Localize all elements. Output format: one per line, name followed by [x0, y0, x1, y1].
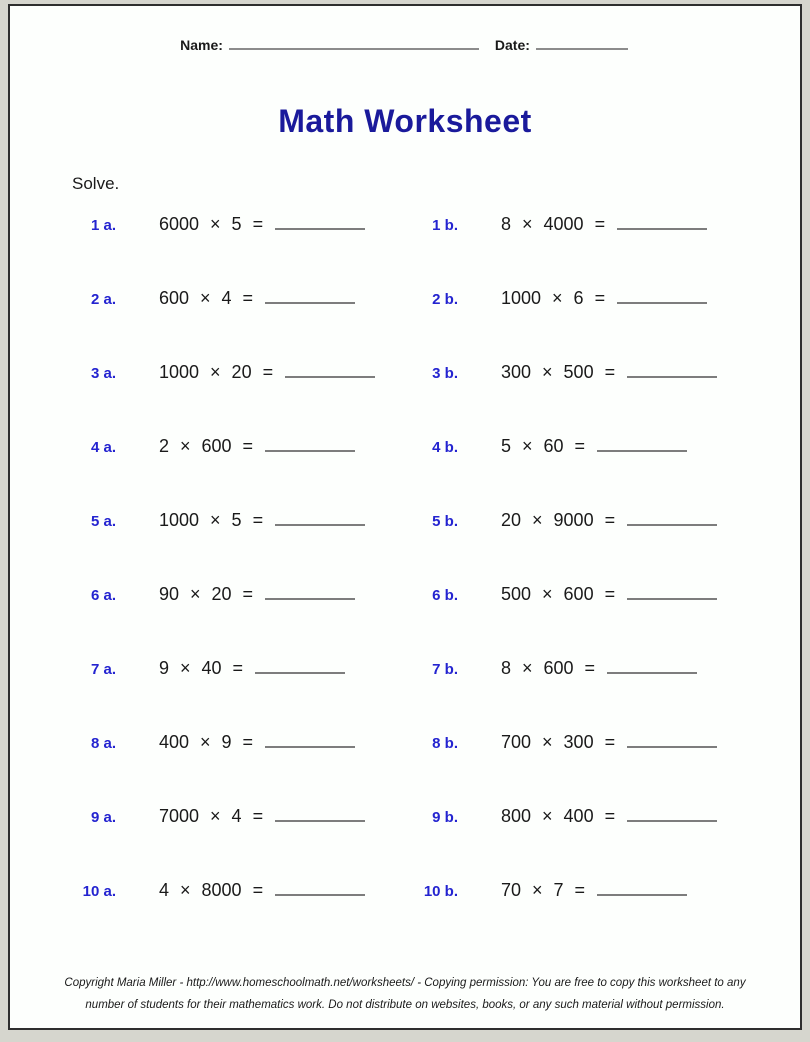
- problem-number: 8 b.: [432, 735, 458, 752]
- name-label: Name:: [180, 37, 223, 53]
- answer-blank-9b[interactable]: [627, 806, 718, 822]
- answer-blank-2a[interactable]: [265, 288, 356, 304]
- answer-blank-9a[interactable]: [275, 806, 366, 822]
- problem-expression: 1000 × 20 =: [159, 362, 274, 382]
- problem-number: 4 a.: [90, 439, 116, 456]
- problem-7b: 7 b. 8 × 600 =: [402, 658, 770, 683]
- answer-blank-3b[interactable]: [627, 362, 718, 378]
- problem-expression: 2 × 600 =: [159, 436, 254, 456]
- answer-blank-4a[interactable]: [265, 436, 356, 452]
- problem-expression: 800 × 400 =: [501, 806, 616, 826]
- date-label: Date:: [494, 37, 530, 53]
- answer-blank-3a[interactable]: [285, 362, 376, 378]
- date-input-line[interactable]: [535, 36, 628, 50]
- problem-expression: 5 × 60 =: [501, 436, 586, 456]
- name-date-header: Name: Date:: [10, 6, 800, 53]
- answer-blank-5b[interactable]: [627, 510, 718, 526]
- problem-6b: 6 b. 500 × 600 =: [402, 584, 770, 609]
- answer-blank-8b[interactable]: [627, 732, 718, 748]
- answer-blank-1b[interactable]: [617, 214, 708, 230]
- problem-expression: 700 × 300 =: [501, 732, 616, 752]
- problem-expression: 8 × 600 =: [501, 658, 596, 678]
- problem-number: 2 a.: [90, 291, 116, 308]
- answer-blank-5a[interactable]: [275, 510, 366, 526]
- problem-10b: 10 b. 70 × 7 =: [402, 880, 770, 905]
- page-title: Math Worksheet: [278, 103, 532, 139]
- problem-10a: 10 a. 4 × 8000 =: [60, 880, 402, 905]
- problem-number: 3 b.: [432, 365, 458, 382]
- problem-number: 8 a.: [90, 735, 116, 752]
- problem-number: 10 a.: [82, 883, 116, 900]
- problem-5a: 5 a. 1000 × 5 =: [60, 510, 402, 535]
- problem-expression: 20 × 9000 =: [501, 510, 616, 530]
- problem-number: 6 b.: [432, 587, 458, 604]
- copyright-line-1: Copyright Maria Miller - http://www.home…: [64, 977, 746, 989]
- problem-number: 1 b.: [432, 217, 458, 234]
- problems-grid: 1 a. 6000 × 5 = 1 b. 8 × 4000 = 2 a. 600…: [10, 214, 800, 905]
- problem-expression: 1000 × 5 =: [159, 510, 264, 530]
- problem-expression: 8 × 4000 =: [501, 214, 606, 234]
- answer-blank-8a[interactable]: [265, 732, 356, 748]
- answer-blank-4b[interactable]: [597, 436, 688, 452]
- problem-expression: 400 × 9 =: [159, 732, 254, 752]
- problem-2b: 2 b. 1000 × 6 =: [402, 288, 770, 313]
- problem-7a: 7 a. 9 × 40 =: [60, 658, 402, 683]
- problem-expression: 6000 × 5 =: [159, 214, 264, 234]
- problem-expression: 1000 × 6 =: [501, 288, 606, 308]
- problem-number: 1 a.: [90, 217, 116, 234]
- problem-number: 4 b.: [432, 439, 458, 456]
- problem-number: 3 a.: [90, 365, 116, 382]
- problem-number: 10 b.: [423, 883, 458, 900]
- problem-2a: 2 a. 600 × 4 =: [60, 288, 402, 313]
- worksheet-page: Name: Date: Math Worksheet Solve. 1 a. 60…: [8, 4, 802, 1030]
- problem-3a: 3 a. 1000 × 20 =: [60, 362, 402, 387]
- problem-number: 7 a.: [90, 661, 116, 678]
- name-input-line[interactable]: [228, 36, 479, 50]
- problem-number: 2 b.: [432, 291, 458, 308]
- problem-expression: 600 × 4 =: [159, 288, 254, 308]
- problem-expression: 500 × 600 =: [501, 584, 616, 604]
- answer-blank-2b[interactable]: [617, 288, 708, 304]
- problem-number: 9 a.: [90, 809, 116, 826]
- answer-blank-7b[interactable]: [607, 658, 698, 674]
- problem-1a: 1 a. 6000 × 5 =: [60, 214, 402, 239]
- problem-1b: 1 b. 8 × 4000 =: [402, 214, 770, 239]
- copyright-footer: Copyright Maria Miller - http://www.home…: [10, 972, 800, 1016]
- problem-expression: 300 × 500 =: [501, 362, 616, 382]
- problem-9a: 9 a. 7000 × 4 =: [60, 806, 402, 831]
- answer-blank-6b[interactable]: [627, 584, 718, 600]
- problem-6a: 6 a. 90 × 20 =: [60, 584, 402, 609]
- problem-number: 7 b.: [432, 661, 458, 678]
- problem-8b: 8 b. 700 × 300 =: [402, 732, 770, 757]
- answer-blank-1a[interactable]: [275, 214, 366, 230]
- instruction-text: Solve.: [72, 174, 120, 193]
- problem-8a: 8 a. 400 × 9 =: [60, 732, 402, 757]
- problem-4b: 4 b. 5 × 60 =: [402, 436, 770, 461]
- answer-blank-10b[interactable]: [597, 880, 688, 896]
- problem-5b: 5 b. 20 × 9000 =: [402, 510, 770, 535]
- problem-number: 9 b.: [432, 809, 458, 826]
- answer-blank-10a[interactable]: [275, 880, 366, 896]
- problem-4a: 4 a. 2 × 600 =: [60, 436, 402, 461]
- problem-number: 5 a.: [90, 513, 116, 530]
- answer-blank-6a[interactable]: [265, 584, 356, 600]
- problem-expression: 4 × 8000 =: [159, 880, 264, 900]
- problem-expression: 9 × 40 =: [159, 658, 244, 678]
- problem-3b: 3 b. 300 × 500 =: [402, 362, 770, 387]
- problem-expression: 90 × 20 =: [159, 584, 254, 604]
- copyright-line-2: number of students for their mathematics…: [85, 999, 725, 1011]
- problem-expression: 70 × 7 =: [501, 880, 586, 900]
- problem-9b: 9 b. 800 × 400 =: [402, 806, 770, 831]
- problem-number: 6 a.: [90, 587, 116, 604]
- problem-number: 5 b.: [432, 513, 458, 530]
- answer-blank-7a[interactable]: [255, 658, 346, 674]
- problem-expression: 7000 × 4 =: [159, 806, 264, 826]
